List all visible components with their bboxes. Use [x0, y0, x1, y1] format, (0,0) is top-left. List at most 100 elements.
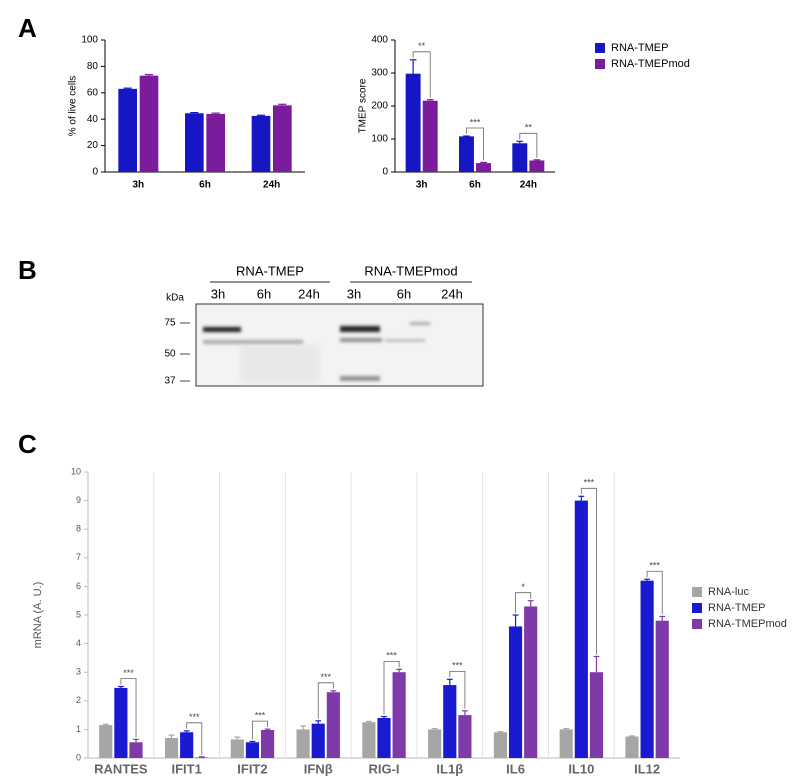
bar — [377, 717, 391, 758]
error-bar — [659, 615, 666, 621]
error-bar — [198, 756, 205, 758]
bar — [493, 732, 508, 758]
bar — [443, 685, 457, 758]
y-tick-label: 3 — [76, 667, 81, 677]
error-bar — [102, 723, 109, 726]
y-axis-label: % of live cells — [68, 76, 79, 137]
y-tick-label: 100 — [81, 35, 98, 46]
significance-label: *** — [649, 561, 660, 571]
error-bar — [497, 731, 504, 733]
legend-label: RNA-luc — [708, 586, 749, 598]
x-tick-label: 24h — [520, 180, 537, 191]
x-tick-label: 3h — [132, 180, 144, 191]
group-label: RNA-TMEPmod — [364, 263, 457, 278]
x-tick-label: 3h — [416, 180, 428, 191]
error-bar — [330, 690, 337, 693]
error-bar — [593, 655, 600, 673]
legend-swatch — [595, 43, 605, 53]
marker-label: 50 — [164, 349, 176, 360]
y-tick-label: 2 — [76, 695, 81, 705]
error-bar — [278, 103, 287, 106]
bar — [251, 115, 271, 172]
error-bar — [365, 720, 372, 723]
error-bar — [211, 112, 220, 114]
bar — [458, 715, 472, 758]
x-tick-label: IFIT2 — [237, 761, 267, 776]
bar — [260, 729, 275, 758]
y-tick-label: 400 — [371, 35, 388, 46]
x-tick-label: IL1β — [436, 761, 463, 776]
bar — [311, 723, 325, 758]
significance-label: *** — [123, 668, 134, 678]
bar — [459, 136, 474, 172]
bar — [296, 729, 310, 758]
y-axis-label: mRNA (A. U.) — [32, 582, 44, 649]
bar — [180, 732, 194, 758]
error-bar — [396, 668, 403, 673]
bar — [206, 113, 225, 172]
bar — [392, 672, 406, 758]
bar — [422, 100, 438, 172]
bar — [185, 113, 204, 172]
x-tick-label: 6h — [199, 180, 211, 191]
error-bar — [315, 720, 322, 724]
significance-bracket — [383, 660, 400, 715]
y-tick-label: 6 — [76, 581, 81, 591]
error-bar — [264, 728, 271, 730]
y-axis-label: TMEP score — [358, 78, 369, 133]
bar — [273, 105, 292, 172]
bar — [428, 729, 442, 758]
significance-label: *** — [452, 661, 463, 671]
lane-label: 24h — [441, 286, 463, 301]
significance-bracket — [519, 132, 538, 158]
error-bar — [629, 735, 635, 737]
error-bar — [426, 99, 434, 101]
x-tick-label: RANTES — [94, 761, 148, 776]
significance-label: *** — [386, 651, 397, 661]
blot-bands — [203, 322, 430, 381]
x-tick-label: IL10 — [568, 761, 594, 776]
significance-bracket — [449, 670, 466, 709]
significance-label: *** — [255, 710, 266, 720]
y-tick-label: 60 — [87, 87, 99, 98]
bar — [195, 757, 209, 758]
y-tick-label: 9 — [76, 495, 81, 505]
lane-label: 6h — [397, 286, 411, 301]
significance-label: ** — [525, 123, 533, 133]
x-tick-label: 24h — [263, 180, 280, 191]
significance-bracket — [252, 720, 268, 740]
x-tick-label: 6h — [469, 180, 481, 191]
y-tick-label: 20 — [87, 140, 99, 151]
error-bar — [533, 159, 541, 161]
significance-bracket — [580, 487, 597, 655]
bar — [114, 687, 128, 758]
bar — [589, 672, 604, 758]
lane-label: 3h — [347, 286, 361, 301]
y-tick-label: 100 — [371, 134, 388, 145]
bar — [625, 736, 639, 758]
error-bar — [133, 738, 139, 743]
bar — [512, 143, 528, 172]
x-tick-label: IFNβ — [304, 761, 333, 776]
error-bar — [516, 140, 524, 144]
y-tick-label: 5 — [76, 609, 81, 619]
bar — [139, 75, 159, 172]
error-bar — [256, 114, 266, 116]
error-bar — [144, 73, 154, 76]
lane-label: 24h — [298, 286, 320, 301]
x-tick-label: IL6 — [506, 761, 525, 776]
significance-bracket — [120, 678, 137, 738]
bar — [529, 160, 545, 172]
y-tick-label: 7 — [76, 552, 81, 562]
y-tick-label: 40 — [87, 114, 99, 125]
legend-label: RNA-TMEPmod — [708, 618, 787, 630]
error-bar — [183, 730, 190, 733]
bar — [118, 88, 137, 172]
significance-label: ** — [418, 41, 426, 51]
error-bar — [563, 727, 570, 730]
significance-bracket — [515, 592, 532, 613]
significance-label: * — [521, 582, 525, 592]
significance-bracket — [466, 127, 484, 161]
bar — [230, 739, 244, 758]
